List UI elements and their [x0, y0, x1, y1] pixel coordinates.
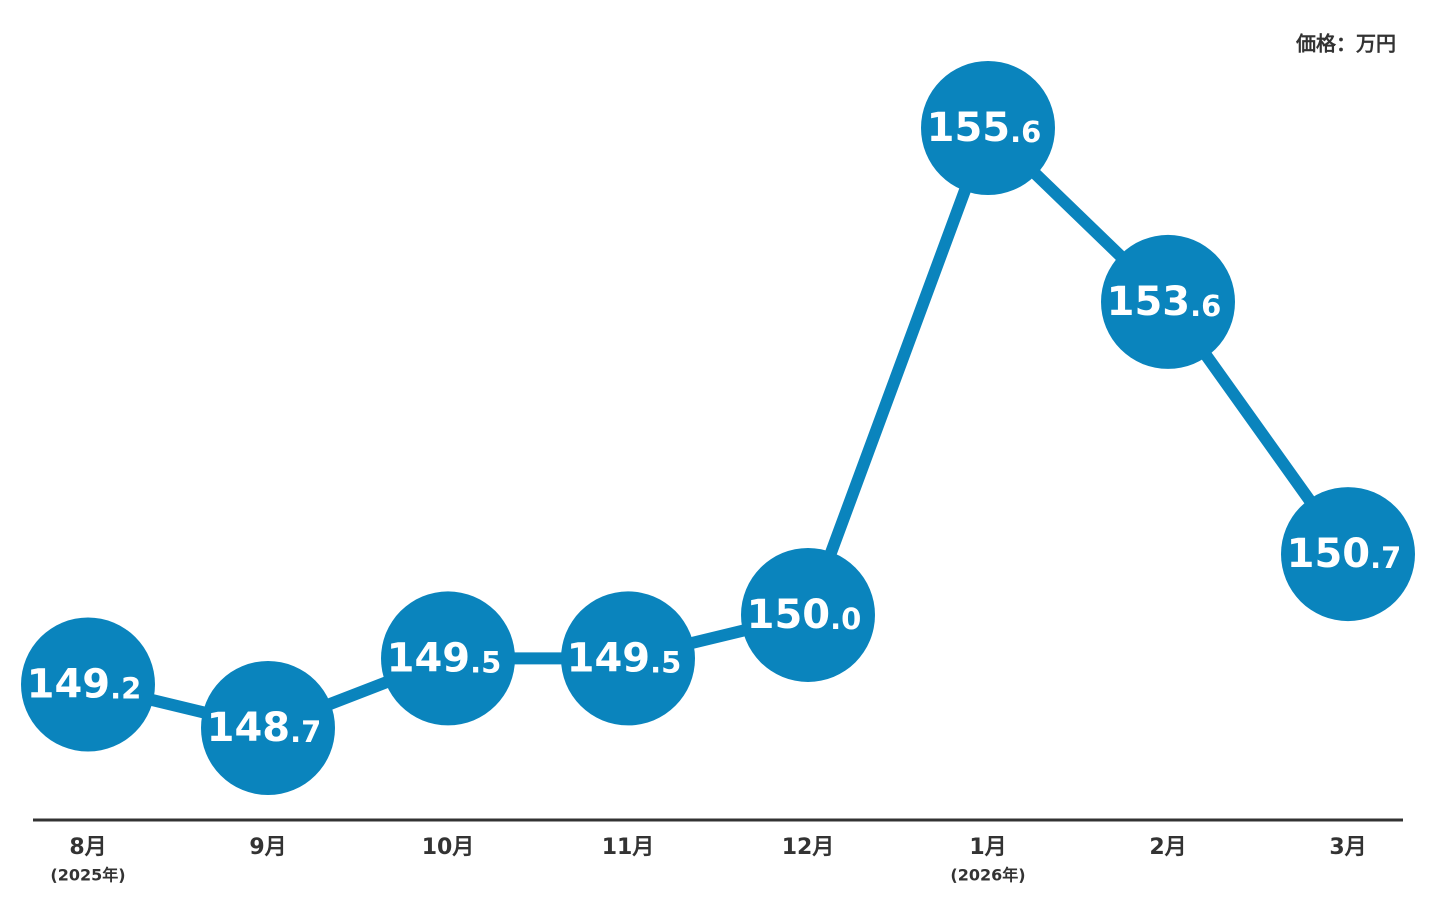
value-label: 150.0 [747, 592, 862, 638]
point [381, 591, 515, 726]
value-label: 153.6 [1107, 279, 1222, 325]
value-label-int: 153 [1107, 279, 1191, 325]
value-label-int: 148 [207, 705, 291, 751]
value-label-dec: .6 [1010, 115, 1041, 149]
value-label-int: 150 [747, 592, 831, 638]
x-tick-label: 10月 [422, 835, 475, 860]
value-label: 150.7 [1287, 531, 1402, 577]
x-tick-label: 8月 [69, 835, 106, 860]
point [921, 61, 1055, 195]
value-label-dec: .7 [1370, 541, 1401, 575]
value-label: 148.7 [207, 705, 322, 751]
value-label-int: 149 [27, 662, 111, 708]
point [1101, 234, 1235, 369]
x-tick-label: 9月 [249, 835, 286, 860]
point [741, 547, 875, 682]
value-label-int: 149 [387, 635, 471, 681]
value-label: 149.5 [567, 635, 682, 681]
point [21, 617, 155, 752]
value-label-dec: .6 [1190, 289, 1221, 323]
x-tick-label: 1月 [969, 835, 1006, 860]
value-label-dec: .0 [830, 602, 861, 636]
value-label-dec: .5 [470, 645, 501, 679]
line [86, 122, 1353, 734]
x-tick-label: 2月 [1149, 835, 1186, 860]
value-label-dec: .2 [110, 672, 141, 706]
point [201, 661, 335, 795]
value-label-dec: .5 [650, 645, 681, 679]
x-tick-note: (2026年) [950, 866, 1025, 885]
value-label-int: 155 [927, 105, 1011, 151]
x-tick-label: 12月 [782, 835, 835, 860]
value-label-dec: .7 [290, 715, 321, 749]
value-label: 155.6 [927, 105, 1042, 151]
point [561, 591, 695, 726]
x-tick-note: (2025年) [50, 866, 125, 885]
x-tick-label: 3月 [1329, 835, 1366, 860]
point [1281, 487, 1415, 622]
x-tick-label: 11月 [602, 835, 655, 860]
value-label-int: 149 [567, 635, 651, 681]
value-label: 149.5 [387, 635, 502, 681]
value-label: 149.2 [27, 662, 142, 708]
unit-label: 価格：万円 [1295, 32, 1396, 56]
value-label-int: 150 [1287, 531, 1371, 577]
